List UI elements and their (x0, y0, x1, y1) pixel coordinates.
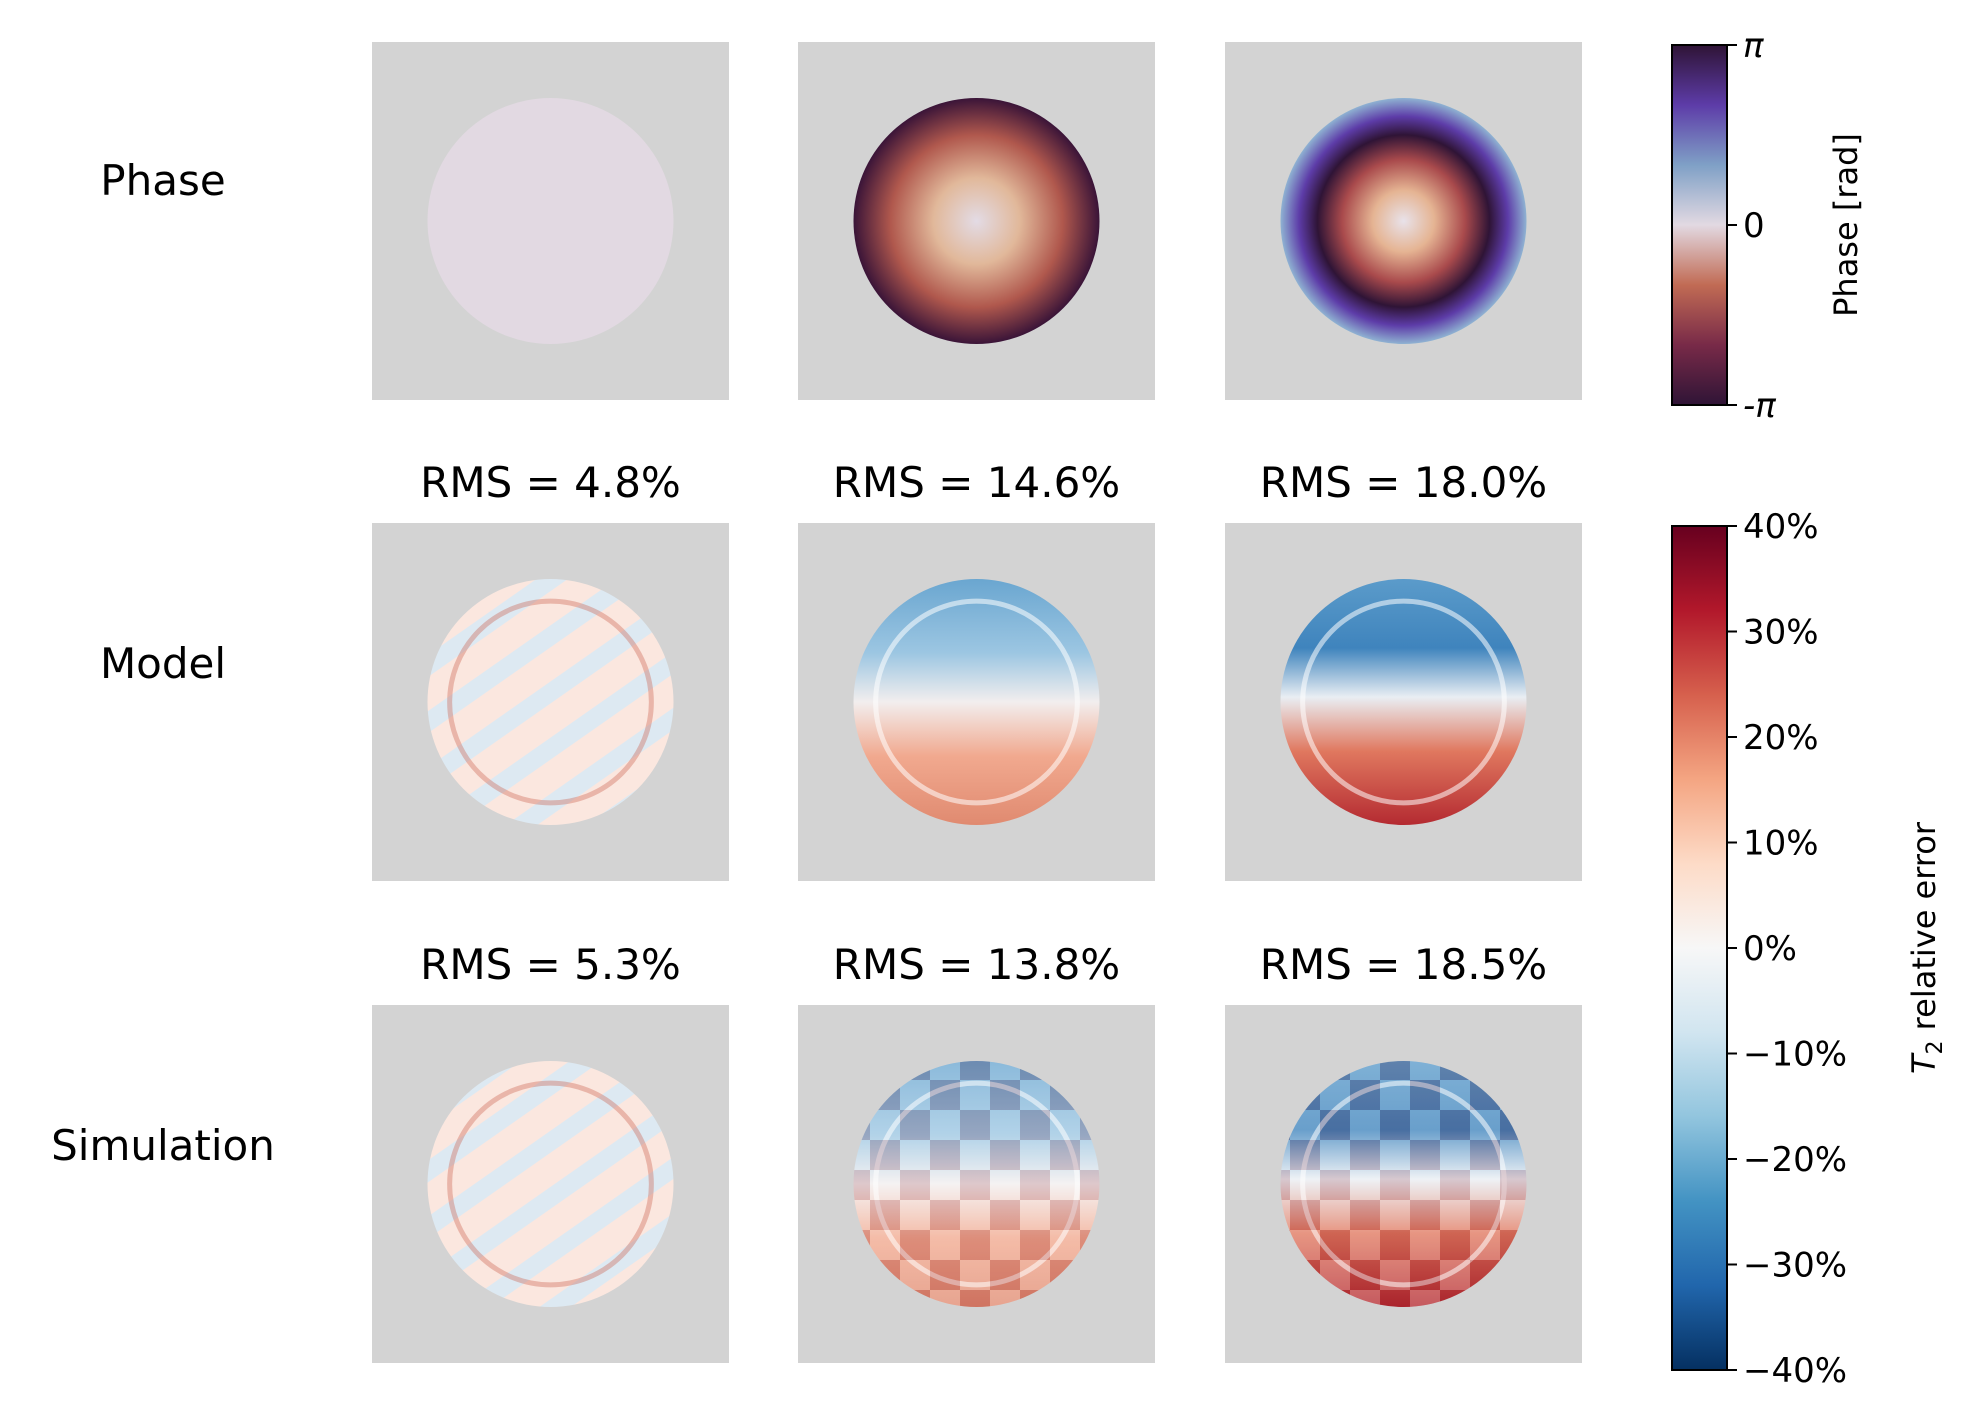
error-colorbar-label-text: relative error (1905, 821, 1943, 1040)
phase-colorbar-tick-label: π (1743, 26, 1764, 66)
phase-colorbar-bar (1671, 44, 1728, 406)
rms-label: RMS = 18.5% (1260, 940, 1547, 989)
ring-artifact (447, 1080, 654, 1288)
phase-disk (853, 98, 1100, 344)
error-colorbar-bar (1671, 525, 1728, 1371)
ring-artifact (1300, 598, 1507, 806)
panel-phase-1 (372, 42, 729, 400)
phase-colorbar-tick-label: 0 (1743, 206, 1765, 246)
error-colorbar-label-subscript: 2 (1923, 1040, 1948, 1054)
ring-artifact (873, 598, 1080, 806)
panel-model-1: RMS = 4.8% (372, 458, 729, 881)
rms-label: RMS = 5.3% (420, 940, 681, 989)
error-map-disk (427, 579, 674, 825)
error-map-disk (427, 1061, 674, 1307)
panel-simulation-1: RMS = 5.3% (372, 940, 729, 1363)
panel-phase-2 (798, 42, 1155, 400)
error-colorbar: 40% 30% 20% 10% 0% −10% −20% −30% −40% T2 relativ… (1671, 507, 1948, 1391)
error-colorbar-tick-label: 0% (1743, 929, 1797, 969)
phase-colorbar: π 0 -π Phase [rad] (1671, 26, 1865, 426)
rms-label: RMS = 4.8% (420, 458, 681, 507)
rms-label: RMS = 13.8% (833, 940, 1120, 989)
error-map-disk (853, 579, 1100, 825)
row-label-phase: Phase (100, 156, 225, 205)
error-colorbar-tick-label: −20% (1743, 1140, 1847, 1180)
panel-model-2: RMS = 14.6% (798, 458, 1155, 881)
error-colorbar-tick-label: 40% (1743, 507, 1819, 547)
error-colorbar-tick-label: 20% (1743, 718, 1819, 758)
error-colorbar-tick-label: 30% (1743, 613, 1819, 653)
row-label-model: Model (100, 639, 226, 688)
panel-phase-3 (1225, 42, 1582, 400)
error-colorbar-label-symbol: T (1905, 1052, 1943, 1074)
phase-disk (1280, 98, 1527, 344)
ring-artifact (447, 598, 654, 806)
error-colorbar-tick-label: −10% (1743, 1035, 1847, 1075)
checker-artifact (1280, 1061, 1527, 1307)
error-colorbar-tick-label: −40% (1743, 1351, 1847, 1391)
row-label-simulation: Simulation (51, 1121, 275, 1170)
error-colorbar-tick-label: −30% (1743, 1246, 1847, 1286)
error-colorbar-tick-label: 10% (1743, 824, 1819, 864)
phase-disk (427, 98, 674, 344)
panel-simulation-3: RMS = 18.5% (1225, 940, 1582, 1363)
checker-artifact (853, 1061, 1100, 1307)
phase-colorbar-label: Phase [rad] (1827, 133, 1865, 317)
error-map-disk (1280, 579, 1527, 825)
panel-simulation-2: RMS = 13.8% (798, 940, 1155, 1363)
rms-label: RMS = 14.6% (833, 458, 1120, 507)
rms-label: RMS = 18.0% (1260, 458, 1547, 507)
phase-colorbar-tick-label: -π (1743, 386, 1776, 426)
panel-model-3: RMS = 18.0% (1225, 458, 1582, 881)
error-colorbar-label: T2 relative error (1905, 821, 1948, 1074)
